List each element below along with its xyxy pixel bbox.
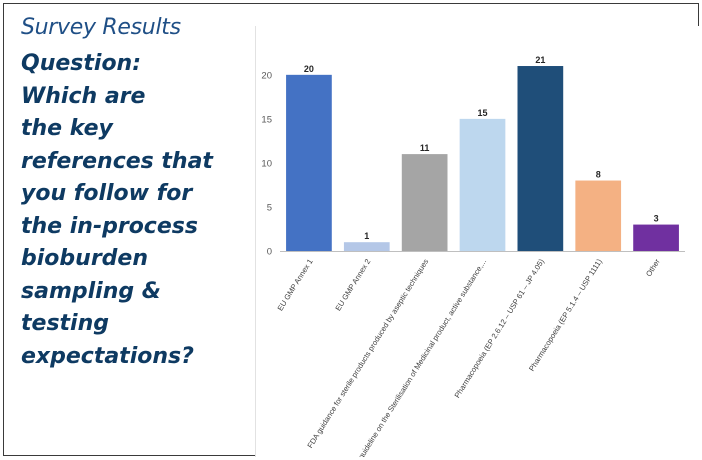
bar [459, 118, 506, 251]
question-line: sampling & [21, 278, 161, 304]
y-tick-label: 15 [261, 114, 272, 125]
bar [401, 154, 448, 251]
y-tick-label: 10 [261, 158, 272, 169]
data-label: 15 [477, 108, 487, 118]
question-line: Which are [21, 83, 146, 109]
question-line: bioburden [21, 246, 148, 271]
data-label: 8 [596, 170, 601, 180]
data-label: 1 [364, 231, 369, 241]
question-line: the key [21, 116, 113, 141]
x-tick-label: Other [644, 257, 662, 278]
bar [343, 242, 390, 251]
slide-frame: Survey Results Question: Which are the k… [3, 3, 701, 457]
question-line: testing [21, 311, 109, 336]
bar [575, 180, 622, 251]
data-label: 20 [304, 64, 314, 74]
y-tick-label: 20 [261, 70, 272, 81]
x-tick-label: EU GMP Annex 1 [276, 257, 315, 312]
question-line: the in-process [21, 213, 198, 239]
bar [633, 224, 679, 251]
x-tick-label: FDA guidance for sterile products produc… [305, 257, 430, 450]
question-line: expectations? [21, 343, 194, 369]
data-label: 11 [420, 143, 430, 153]
page-title: Survey Results [21, 15, 181, 40]
question-line: Question: [21, 51, 142, 76]
bar [517, 66, 564, 252]
x-tick-label: Pharmacopoeia (EP 5.1.4 – USP 1111) [527, 257, 604, 373]
y-tick-label: 0 [267, 247, 272, 258]
question-line: you follow for [21, 181, 193, 206]
question-text: Question: Which are the key references t… [21, 48, 253, 373]
bar-chart: 0 5 10 15 20 20 EU GMP Annex 1 1 EU GMP Annex 2 1… [255, 26, 701, 457]
data-label: 3 [654, 214, 659, 224]
y-tick-label: 5 [267, 202, 272, 213]
question-line: references that [21, 148, 213, 174]
bar [286, 74, 332, 251]
x-tick-label: EU GMP Annex 2 [333, 257, 372, 312]
data-label: 21 [535, 55, 545, 65]
chart-canvas: 0 5 10 15 20 20 EU GMP Annex 1 1 EU GMP Annex 2 1… [261, 55, 685, 457]
